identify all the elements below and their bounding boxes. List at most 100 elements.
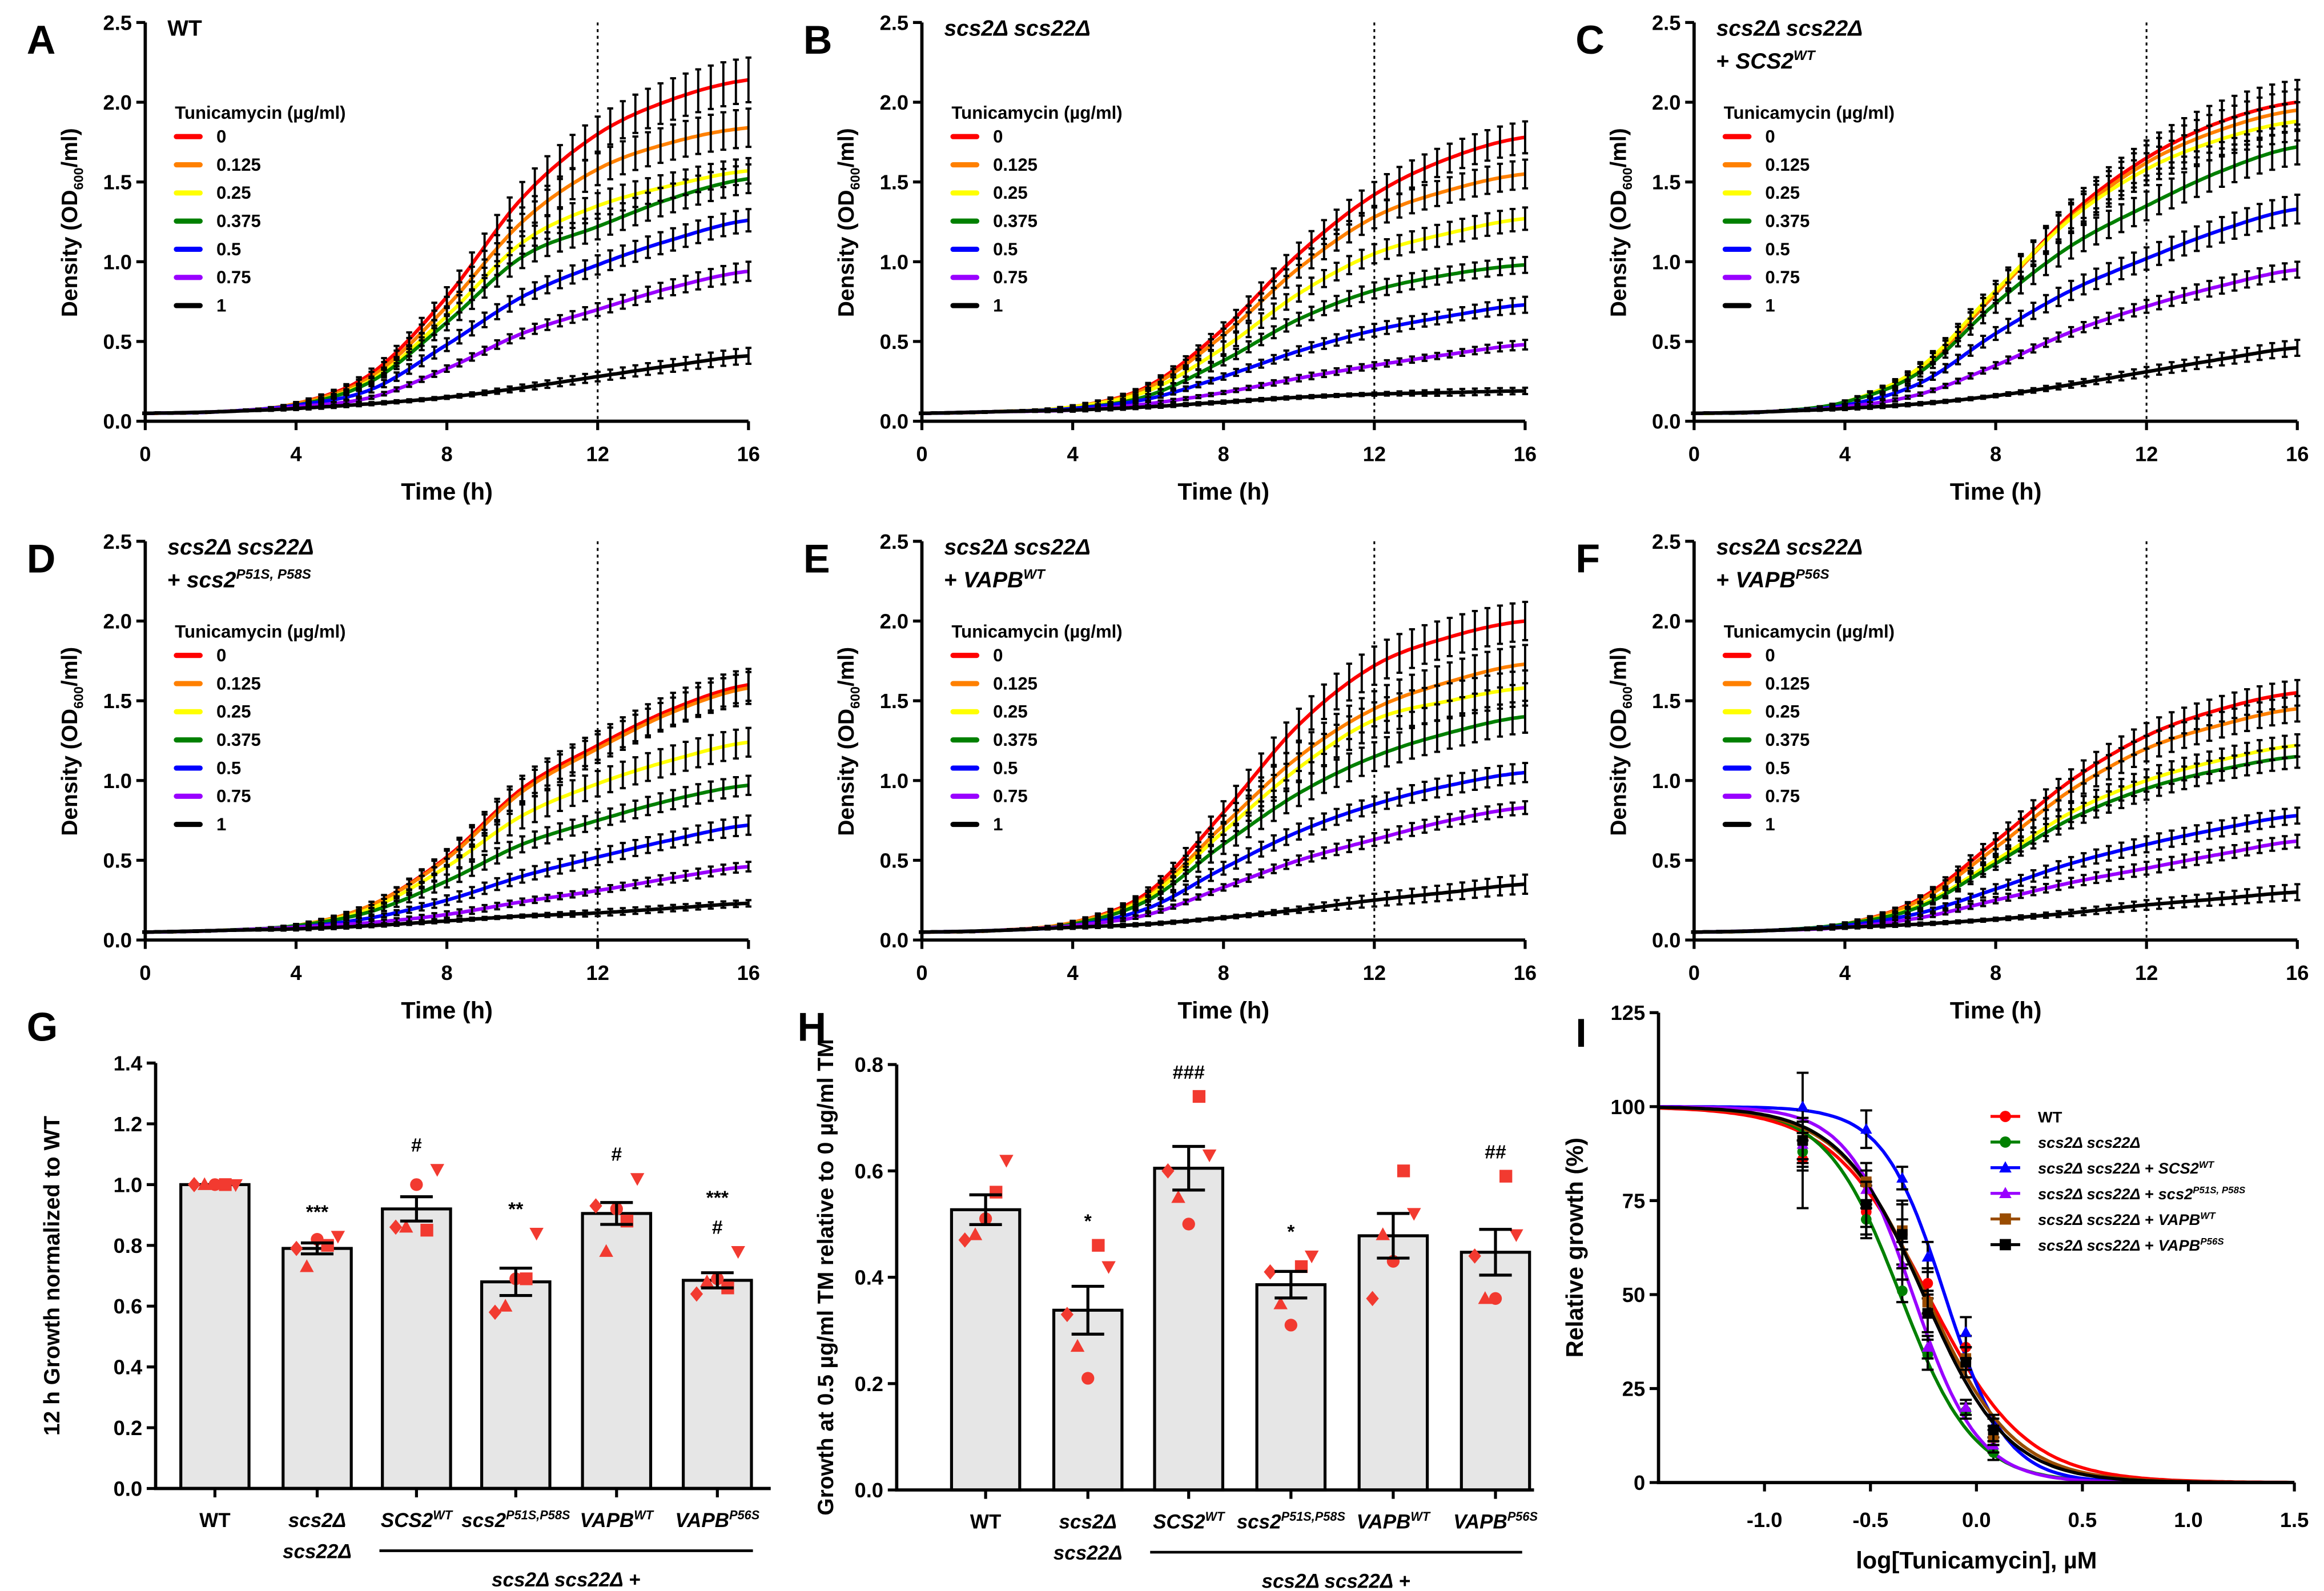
- legend-label: 0.75: [1765, 267, 1800, 287]
- error-bar: [2231, 349, 2238, 365]
- error-bar: [1371, 281, 1378, 300]
- error-bar: [1346, 329, 1353, 344]
- bar: [1459, 1251, 1531, 1492]
- triangle-marker: [1860, 1123, 1872, 1134]
- text-segment: VAPB: [1735, 568, 1795, 592]
- square-marker: [1397, 1164, 1410, 1178]
- error-bar: [1509, 122, 1516, 156]
- panel-label: H: [797, 1005, 826, 1050]
- error-bar: [670, 123, 676, 161]
- error-bar: [1509, 297, 1516, 315]
- error-bar: [1421, 781, 1428, 801]
- error-bar: [1992, 883, 1999, 895]
- error-bar: [1208, 916, 1214, 922]
- error-bar: [293, 926, 299, 932]
- error-bar: [1346, 752, 1353, 782]
- superscript: P51S,P58S: [1281, 1509, 1346, 1524]
- error-bar: [1459, 388, 1466, 397]
- circle-marker: [410, 1178, 423, 1191]
- y-axis-label: Density (OD600/ml): [58, 647, 86, 836]
- error-bar: [1308, 903, 1314, 913]
- error-bar: [544, 893, 550, 902]
- error-bar: [2294, 806, 2301, 825]
- error-bar: [1371, 701, 1378, 739]
- square-marker: [2000, 1213, 2011, 1225]
- error-bar: [2030, 302, 2037, 320]
- category-label: scs22Δ: [1054, 1542, 1123, 1564]
- y-axis-label: Density (OD600/ml): [834, 128, 862, 317]
- error-bar: [180, 411, 186, 415]
- error-bar: [1208, 392, 1214, 397]
- error-bar: [1145, 911, 1151, 918]
- error-bar: [2294, 694, 2301, 723]
- error-bar: [1904, 917, 1911, 923]
- y-tick-label: 1.2: [114, 1112, 143, 1136]
- error-bar: [506, 873, 513, 887]
- legend: Tunicamycin (µg/ml) 0 0.125 0.25 0.375 0.5 0.7…: [174, 622, 346, 834]
- error-bar: [481, 903, 488, 913]
- error-bar: [1409, 272, 1416, 291]
- error-bar: [2118, 203, 2125, 234]
- error-bar: [1522, 339, 1529, 351]
- error-bar: [1384, 696, 1390, 734]
- square-marker: [2000, 1239, 2011, 1251]
- error-bar: [594, 302, 601, 318]
- error-bar: [1917, 379, 1924, 388]
- superscript: WT: [634, 1508, 654, 1522]
- error-bar: [1384, 238, 1390, 260]
- error-bar: [1157, 393, 1164, 399]
- error-bar: [318, 404, 324, 410]
- text-segment: scs2Δ scs22Δ: [2038, 1134, 2141, 1151]
- error-bar: [1409, 230, 1416, 254]
- error-bar: [707, 901, 714, 910]
- error-bar: [1816, 926, 1823, 931]
- error-bar: [519, 801, 525, 830]
- error-bar: [707, 64, 714, 110]
- error-bar: [2206, 849, 2213, 864]
- error-bar: [1509, 602, 1516, 643]
- legend-label: scs2Δ scs22Δ + scs2P51S, P58S​: [2038, 1185, 2246, 1203]
- error-bar: [1245, 814, 1252, 839]
- y-tick-label: 1.0: [880, 769, 909, 793]
- growth-panel-A: A WT 0.0 0.5 1.0 1.5 2.0 2.5 0 4 8 12 16 Time (h) Dens…: [27, 11, 760, 505]
- error-bar: [2143, 899, 2150, 911]
- error-bar: [1384, 638, 1390, 680]
- error-bar: [381, 912, 387, 919]
- error-bar: [733, 862, 739, 874]
- error-bar: [2143, 734, 2150, 763]
- error-bar: [1471, 709, 1478, 744]
- error-bar: [1929, 356, 1936, 369]
- error-bar: [2080, 377, 2087, 387]
- triangle-down-marker: [731, 1246, 745, 1259]
- error-bar: [1409, 315, 1416, 330]
- error-bar: [607, 207, 613, 236]
- error-bar: [406, 891, 412, 904]
- legend-label: 0.125: [216, 673, 261, 693]
- legend-label: 0.375: [993, 730, 1038, 750]
- x-tick-label: 0: [916, 443, 927, 466]
- error-bar: [431, 396, 437, 401]
- error-bar: [1804, 927, 1811, 931]
- triangle-down-marker: [331, 1231, 345, 1244]
- x-tick-label: 8: [1990, 443, 2001, 466]
- error-bar: [419, 919, 425, 926]
- error-bar: [368, 907, 375, 916]
- y-tick-label: 1.0: [880, 250, 909, 274]
- error-bar: [2244, 704, 2250, 732]
- error-bar: [1195, 854, 1201, 873]
- error-bar: [1183, 375, 1189, 384]
- error-bar: [519, 287, 525, 306]
- error-bar: [469, 289, 475, 310]
- y-tick-label: 2.5: [880, 530, 909, 553]
- error-bar: [1283, 318, 1289, 333]
- error-bar: [707, 215, 714, 241]
- error-bar: [1754, 410, 1760, 414]
- error-bar: [305, 925, 312, 931]
- error-bar: [243, 409, 249, 413]
- diamond-marker: [187, 1176, 201, 1192]
- error-bar: [1296, 311, 1302, 327]
- error-bar: [1904, 373, 1911, 385]
- error-bar: [1980, 366, 1987, 375]
- error-bar: [469, 391, 475, 398]
- error-bar: [1741, 411, 1748, 415]
